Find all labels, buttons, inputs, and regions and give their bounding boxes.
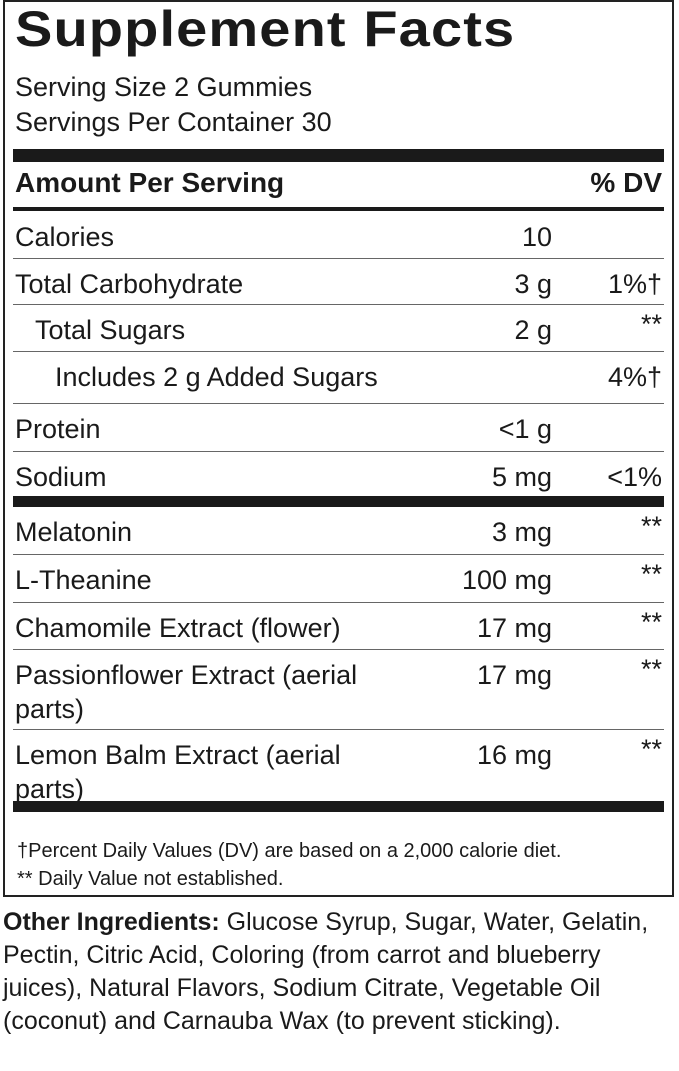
nutrient-amount: 16 mg	[476, 740, 552, 770]
nutrient-dv: 1%†	[607, 269, 662, 299]
servings-per-container: Servings Per Container 30	[15, 107, 332, 137]
nutrient-name: Lemon Balm Extract (aerial parts)	[15, 740, 341, 804]
header-dv: % DV	[590, 167, 662, 198]
nutrient-row: Includes 2 g Added Sugars 4%†	[13, 352, 664, 404]
nutrient-name: Sodium	[15, 462, 107, 492]
nutrient-amount: 3 mg	[491, 517, 552, 547]
nutrient-amount: 2 g	[514, 315, 552, 345]
nutrient-row: Lemon Balm Extract (aerial parts) 16 mg **	[13, 730, 664, 812]
nutrient-name: Passionflower Extract (aerial parts)	[15, 660, 358, 724]
nutrient-dv: **	[640, 734, 662, 764]
other-ingredients-label: Other Ingredients:	[3, 908, 220, 936]
other-ingredients: Other Ingredients: Glucose Syrup, Sugar,…	[3, 906, 673, 1038]
nutrient-amount: 17 mg	[476, 660, 552, 690]
nutrient-amount: <1 g	[498, 414, 552, 444]
nutrient-dv: **	[640, 607, 662, 637]
nutrient-amount: 100 mg	[461, 565, 552, 595]
nutrient-name: L-Theanine	[15, 565, 152, 595]
facts-panel: Supplement Facts Serving Size 2 Gummies …	[3, 0, 674, 897]
nutrient-row: Total Sugars 2 g **	[13, 305, 664, 352]
nutrient-row: Chamomile Extract (flower) 17 mg **	[13, 603, 664, 650]
nutrient-row: Calories 10	[13, 212, 664, 259]
other-ingredients-text: Glucose Syrup, Sugar, Water, Gelatin, Pe…	[3, 908, 649, 1035]
nutrient-row: Protein <1 g	[13, 404, 664, 452]
nutrient-dv: **	[640, 511, 662, 541]
nutrient-name: Chamomile Extract (flower)	[15, 613, 341, 643]
footnote: ** Daily Value not established.	[17, 868, 284, 890]
nutrient-name: Calories	[15, 222, 115, 252]
nutrient-amount: 10	[521, 222, 552, 252]
title: Supplement Facts	[15, 1, 516, 57]
nutrient-row: Sodium 5 mg <1%	[13, 452, 664, 507]
nutrient-name: Protein	[15, 414, 101, 444]
nutrient-dv: 4%†	[607, 362, 662, 392]
nutrient-dv: <1%	[607, 462, 662, 492]
nutrient-row: Total Carbohydrate 3 g 1%†	[13, 259, 664, 305]
nutrient-rows: Calories 10 Total Carbohydrate 3 g 1%† Total …	[13, 212, 664, 812]
nutrient-row: L-Theanine 100 mg **	[13, 555, 664, 603]
nutrient-dv: **	[640, 559, 662, 589]
nutrient-amount: 3 g	[514, 269, 552, 299]
nutrient-name: Total Sugars	[35, 315, 186, 345]
nutrient-amount: 17 mg	[476, 613, 552, 643]
footnote: †Percent Daily Values (DV) are based on …	[17, 840, 562, 862]
header-amount: Amount Per Serving	[15, 167, 285, 198]
nutrient-dv: **	[640, 654, 662, 684]
nutrient-row: Melatonin 3 mg **	[13, 507, 664, 555]
nutrient-name: Total Carbohydrate	[15, 269, 244, 299]
nutrient-dv: **	[640, 309, 662, 339]
serving-size: Serving Size 2 Gummies	[15, 72, 313, 102]
rule	[13, 207, 664, 211]
nutrient-name: Includes 2 g Added Sugars	[55, 362, 378, 392]
nutrient-name: Melatonin	[15, 517, 133, 547]
thick-rule	[13, 149, 664, 162]
nutrient-row: Passionflower Extract (aerial parts) 17 m…	[13, 650, 664, 730]
nutrient-amount: 5 mg	[491, 462, 552, 492]
